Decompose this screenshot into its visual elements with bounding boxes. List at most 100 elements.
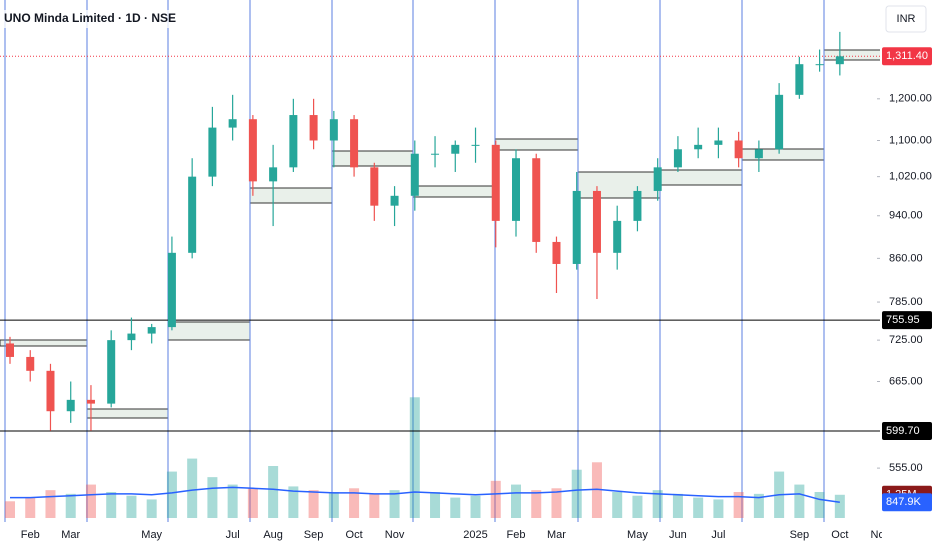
zone — [577, 171, 661, 199]
volume-bar — [65, 493, 76, 518]
x-tick-label: May — [141, 529, 162, 541]
candle-body — [633, 190, 642, 221]
volume-bar — [430, 492, 441, 518]
candle-body — [147, 327, 156, 334]
zone — [167, 321, 251, 341]
zone — [659, 169, 743, 186]
candle-body — [228, 119, 237, 128]
y-tick-label: 1,100.00 — [889, 134, 932, 146]
volume-bar — [551, 488, 562, 518]
x-tick-label: 2025 — [463, 529, 487, 541]
price-axis-cover — [882, 522, 932, 550]
candle-body — [208, 127, 217, 177]
candle-body — [532, 158, 541, 242]
candle-body — [552, 241, 561, 264]
candle-body — [653, 167, 662, 191]
x-tick-label: Sep — [304, 529, 324, 541]
candle-body — [572, 190, 581, 264]
volume-bar — [612, 492, 623, 518]
candle-body — [269, 167, 278, 182]
candle-body — [734, 140, 743, 159]
x-tick-label: May — [627, 529, 648, 541]
x-tick-label: Oct — [831, 529, 848, 541]
zone — [412, 185, 496, 198]
price-axis-panel — [880, 0, 932, 550]
candle-body — [471, 144, 480, 146]
volume-bar — [672, 493, 683, 518]
zone — [331, 150, 414, 167]
candle-body — [188, 176, 197, 253]
volume-bar — [85, 484, 96, 518]
title-bg — [2, 10, 172, 28]
volume-bar — [5, 501, 15, 518]
zone — [249, 187, 333, 204]
volume-bar — [187, 458, 198, 518]
volume-tag: 847.9K — [886, 496, 922, 508]
zone — [823, 49, 880, 61]
candle-body — [491, 144, 500, 221]
candle-body — [390, 195, 399, 206]
candle-body — [673, 149, 682, 168]
volume-bar — [369, 493, 380, 518]
candle-body — [309, 115, 318, 141]
volume-bar — [531, 490, 542, 518]
volume-bar — [733, 492, 744, 518]
x-tick-label: Oct — [346, 529, 363, 541]
volume-bar — [794, 484, 805, 518]
candle-body — [26, 356, 35, 371]
volume-bar — [693, 497, 704, 518]
volume-bar — [45, 490, 56, 518]
zones — [0, 49, 880, 419]
currency: INR — [897, 13, 916, 25]
candle-body — [835, 56, 844, 65]
volume-bar — [632, 495, 643, 518]
price-tag-bg — [882, 47, 932, 66]
candle-body — [66, 399, 75, 412]
candle-body — [714, 140, 723, 145]
price-tag: 755.95 — [886, 314, 920, 326]
candle-body — [431, 153, 440, 155]
candle-body — [815, 64, 824, 66]
chart-title: UNO Minda Limited · 1D · NSE — [4, 11, 176, 25]
x-tick-label: Jul — [226, 529, 240, 541]
candle-body — [451, 144, 460, 154]
candle-body — [248, 119, 257, 182]
volume-bar — [166, 471, 177, 518]
volume-bar — [814, 492, 825, 518]
y-tick-label: 860.00 — [889, 252, 923, 264]
x-tick-label: Aug — [263, 529, 283, 541]
candle-body — [350, 119, 359, 168]
candle-body — [329, 119, 338, 141]
volume-bar — [409, 397, 420, 518]
zone — [494, 138, 579, 151]
y-tick-label: 665.00 — [889, 375, 923, 387]
price-tag: 599.70 — [886, 425, 920, 437]
candle-body — [86, 399, 95, 404]
candle-body — [46, 370, 55, 412]
candle-body — [410, 153, 419, 196]
plot-area — [0, 0, 880, 522]
volume-bar — [753, 493, 764, 518]
volume-bar — [106, 492, 117, 518]
x-tick-label: Sep — [790, 529, 810, 541]
x-tick-label: Jul — [711, 529, 725, 541]
volume-bar — [490, 480, 501, 518]
currency-box[interactable] — [885, 5, 927, 33]
candle-body — [6, 343, 14, 357]
volume-bar — [571, 469, 582, 518]
volume-bar — [207, 477, 218, 518]
candle-body — [613, 220, 622, 253]
candle-body — [775, 94, 784, 150]
y-tick-label: 1,020.00 — [889, 171, 932, 183]
price-tag: 1,311.40 — [886, 50, 928, 62]
candle-body — [107, 340, 116, 404]
volume-bar — [247, 488, 258, 518]
price-tag-bg — [882, 311, 932, 330]
volume-bar — [511, 484, 521, 518]
y-tick-label: 785.00 — [889, 296, 923, 308]
candle-body — [754, 149, 763, 159]
candle-body — [694, 144, 703, 150]
volume-bar — [652, 490, 663, 518]
